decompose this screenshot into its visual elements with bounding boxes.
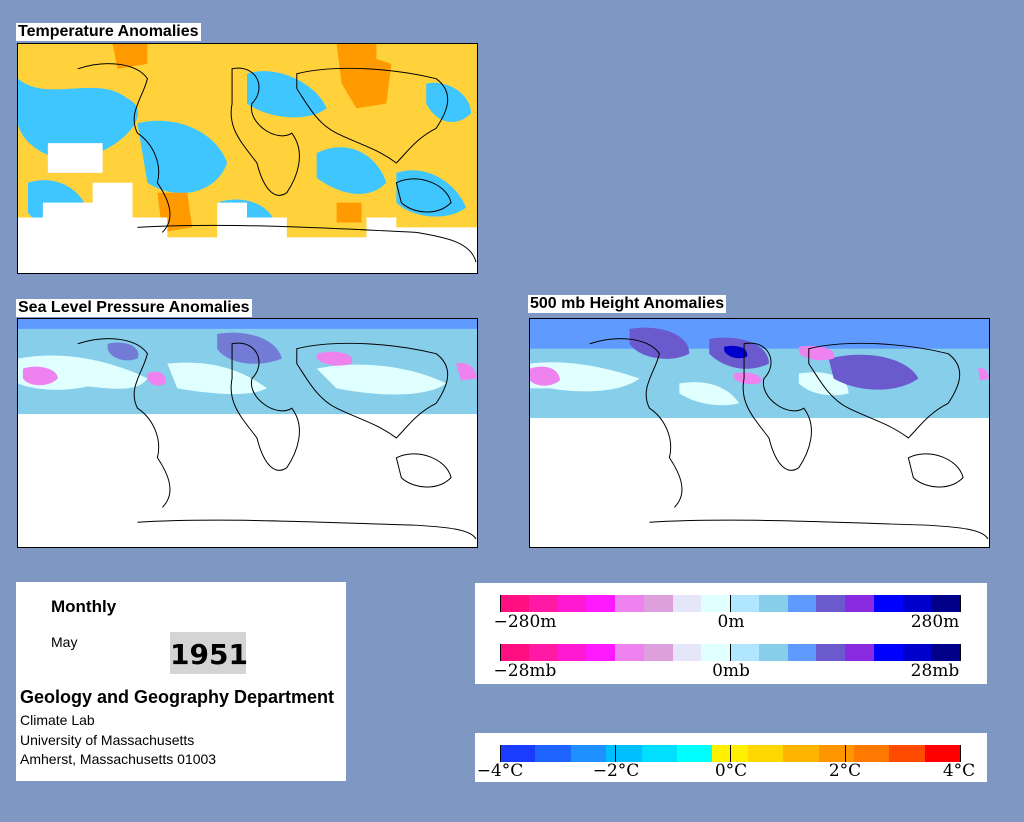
year-display: 1951: [170, 632, 248, 674]
color-swatch: [528, 595, 558, 612]
temperature-color-bar: [500, 745, 961, 762]
color-swatch: [931, 644, 960, 661]
color-swatch: [873, 595, 903, 612]
color-swatch: [873, 644, 903, 661]
scale-tick: [845, 745, 846, 762]
color-swatch: [500, 745, 536, 762]
temp-label-m4: −4°C: [476, 761, 524, 781]
scale-tick: [500, 595, 501, 612]
color-swatch: [902, 595, 932, 612]
color-swatch: [787, 595, 817, 612]
color-swatch: [816, 595, 845, 612]
pressure-label-mid: 0mb: [712, 661, 750, 681]
scale-tick: [730, 745, 731, 762]
temp-label-4: 4°C: [942, 761, 976, 781]
temperature-legend: −4°C −2°C 0°C 2°C 4°C: [475, 733, 987, 782]
color-swatch: [641, 745, 677, 762]
color-swatch: [787, 644, 817, 661]
color-swatch: [500, 595, 529, 612]
height-label-max: 280m: [910, 612, 960, 632]
height-label-min: −280m: [493, 612, 557, 632]
scale-tick: [615, 745, 616, 762]
500mb-height-anomalies-map: [529, 318, 990, 548]
color-swatch: [931, 595, 960, 612]
pressure-label-min: −28mb: [493, 661, 557, 681]
color-swatch: [889, 745, 925, 762]
color-swatch: [924, 745, 961, 762]
color-swatch: [586, 595, 615, 612]
color-swatch: [615, 644, 644, 661]
color-swatch: [853, 745, 890, 762]
color-swatch: [643, 595, 673, 612]
temp-label-0: 0°C: [714, 761, 748, 781]
color-swatch: [557, 595, 587, 612]
color-swatch: [676, 745, 713, 762]
color-swatch: [557, 644, 587, 661]
color-swatch: [845, 644, 874, 661]
scale-tick: [960, 644, 961, 661]
height-label-mid: 0m: [717, 612, 745, 632]
color-swatch: [672, 644, 702, 661]
scale-tick: [500, 745, 501, 762]
pressure-label-max: 28mb: [910, 661, 960, 681]
color-swatch: [845, 595, 874, 612]
scale-tick: [500, 644, 501, 661]
color-swatch: [730, 595, 759, 612]
sea-level-pressure-anomalies-map: [17, 318, 478, 548]
height-pressure-legend: −280m 0m 280m −28mb 0mb 28mb: [475, 583, 987, 684]
color-swatch: [701, 595, 730, 612]
org-line-3: Amherst, Massachusetts 01003: [20, 751, 217, 767]
color-swatch: [570, 745, 607, 762]
temp-label-m2: −2°C: [592, 761, 640, 781]
height-color-bar: [500, 595, 961, 612]
scale-tick: [730, 644, 731, 661]
temp-label-2: 2°C: [828, 761, 862, 781]
sea-level-pressure-anomalies-title: Sea Level Pressure Anomalies: [16, 299, 252, 317]
period-label: Monthly: [51, 597, 117, 616]
color-swatch: [615, 595, 644, 612]
color-swatch: [818, 745, 854, 762]
color-swatch: [500, 644, 529, 661]
color-swatch: [747, 745, 784, 762]
color-swatch: [528, 644, 558, 661]
org-line-2: University of Massachusetts: [20, 732, 195, 748]
month-label: May: [51, 634, 78, 650]
temperature-anomalies-title: Temperature Anomalies: [16, 23, 201, 41]
color-swatch: [758, 595, 788, 612]
temperature-anomalies-map: [17, 43, 478, 274]
color-swatch: [672, 595, 702, 612]
color-swatch: [643, 644, 673, 661]
scale-tick: [730, 595, 731, 612]
scale-tick: [960, 745, 961, 762]
department-name: Geology and Geography Department: [20, 687, 335, 707]
color-swatch: [758, 644, 788, 661]
color-swatch: [730, 644, 759, 661]
pressure-color-bar: [500, 644, 961, 661]
color-swatch: [701, 644, 730, 661]
color-swatch: [586, 644, 615, 661]
500mb-height-anomalies-title: 500 mb Height Anomalies: [528, 295, 727, 313]
color-swatch: [535, 745, 571, 762]
org-line-1: Climate Lab: [20, 712, 95, 728]
color-swatch: [783, 745, 819, 762]
color-swatch: [606, 745, 642, 762]
scale-tick: [960, 595, 961, 612]
color-swatch: [902, 644, 932, 661]
info-panel: Monthly May 1951 Geology and Geography D…: [16, 582, 346, 781]
color-swatch: [816, 644, 845, 661]
